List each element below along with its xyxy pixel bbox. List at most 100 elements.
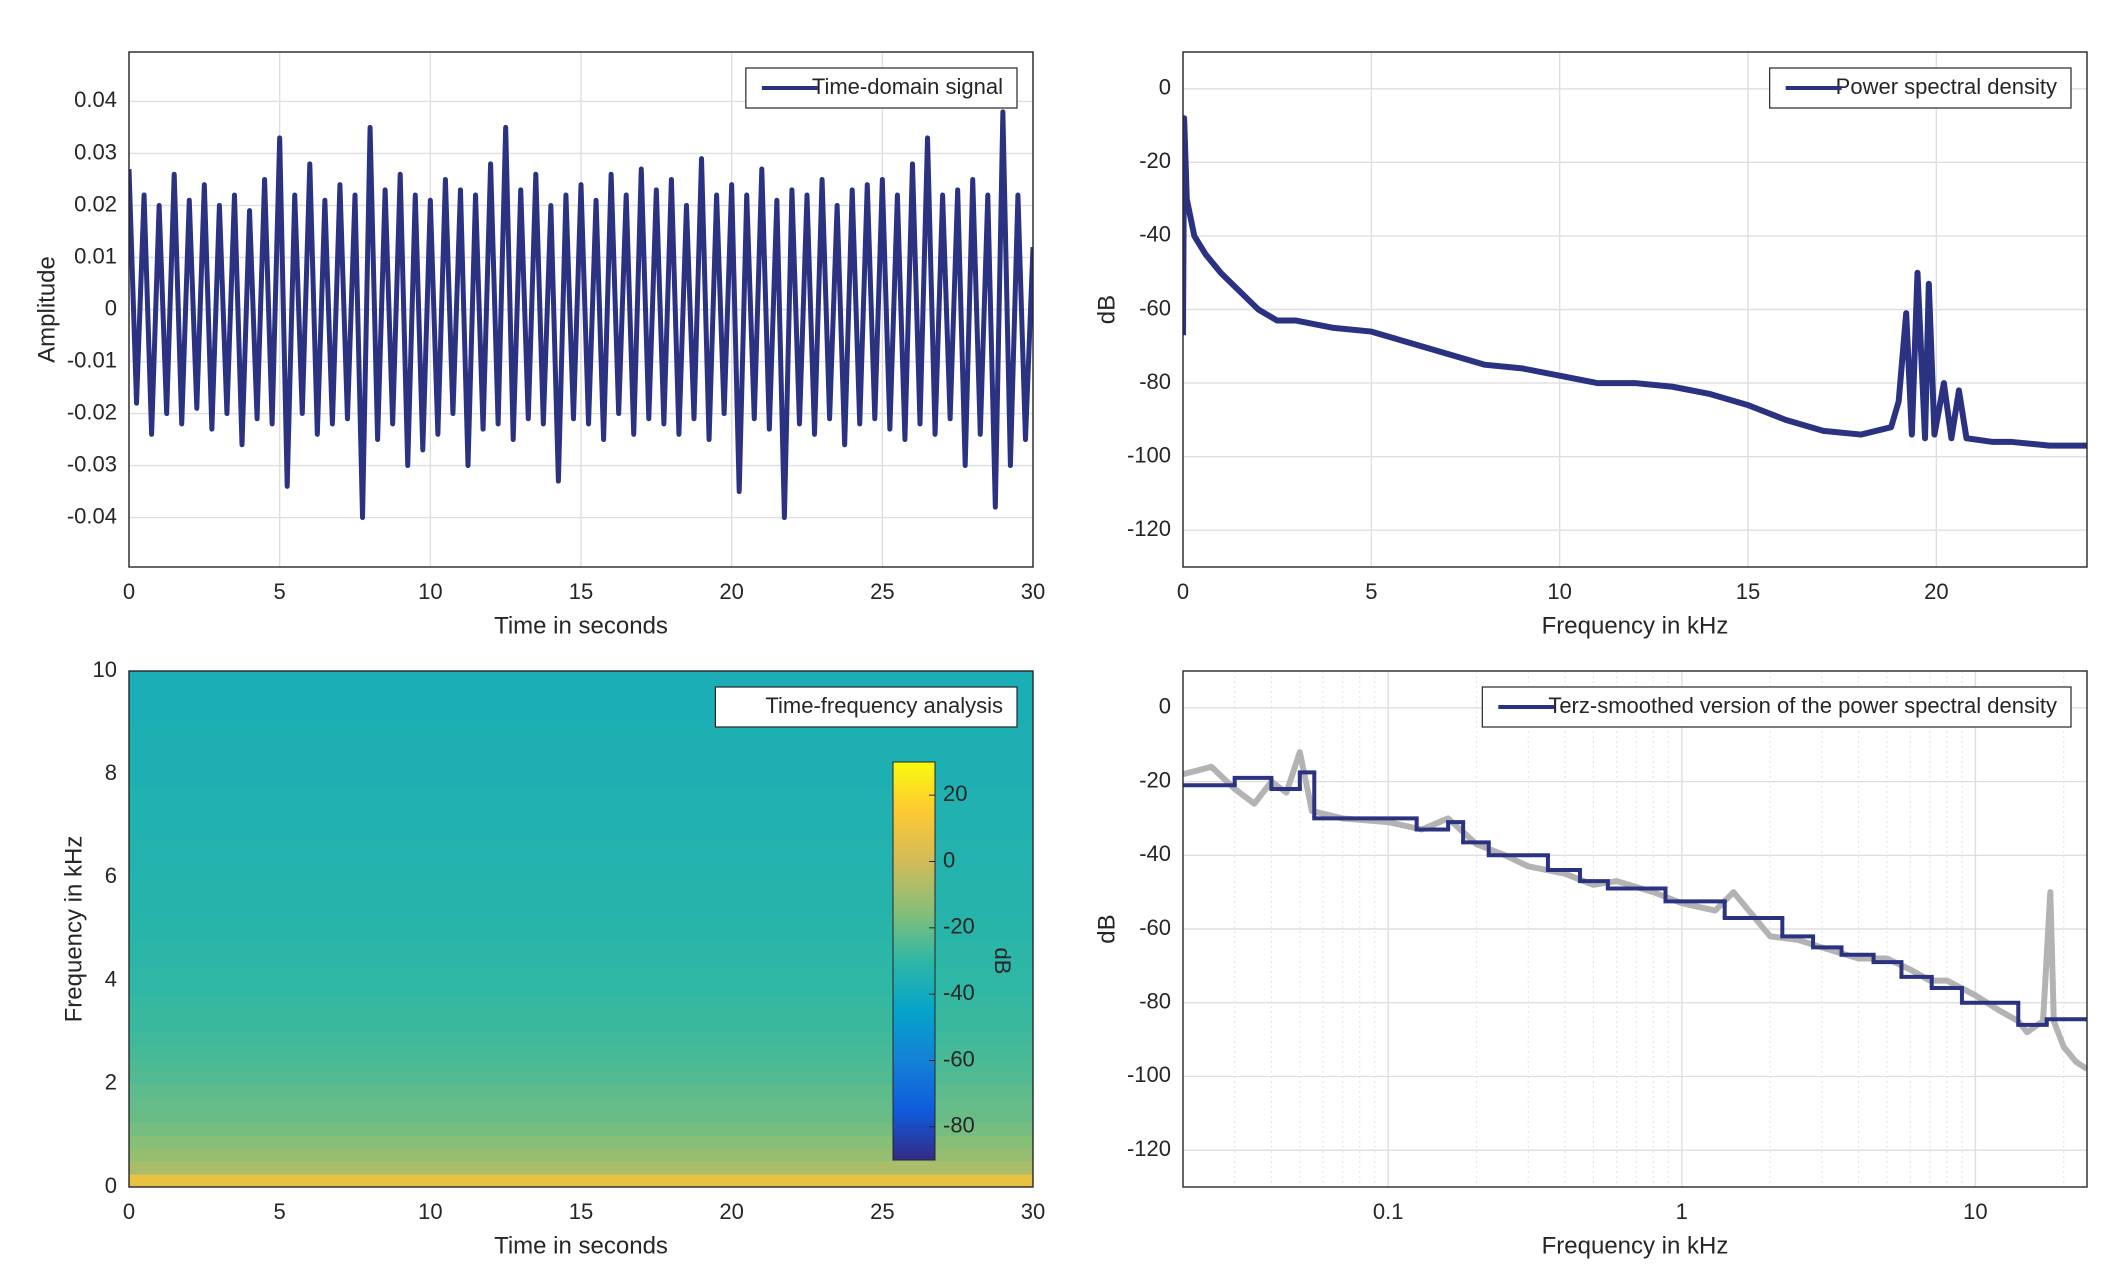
legend: Time-domain signal	[745, 67, 1018, 109]
x-tick-label: 25	[870, 579, 894, 604]
colorbar-tick-label: -80	[943, 1113, 975, 1138]
x-tick-label: 15	[1736, 579, 1760, 604]
heat-cell	[129, 1122, 1033, 1136]
y-tick-label: 0	[1159, 75, 1171, 100]
y-tick-label: -0.02	[67, 399, 117, 424]
x-tick-label: 0.1	[1373, 1199, 1404, 1224]
y-tick-label: 10	[93, 657, 117, 682]
heat-cell	[129, 1032, 1033, 1046]
x-tick-label: 5	[1365, 579, 1377, 604]
x-tick-label: 20	[719, 579, 743, 604]
x-tick-label: 1	[1676, 1199, 1688, 1224]
y-tick-label: -60	[1139, 915, 1171, 940]
y-axis-label: dB	[1093, 914, 1120, 943]
heat-cell	[129, 671, 1033, 685]
y-tick-label: 0	[105, 1173, 117, 1198]
heat-cell	[129, 864, 1033, 878]
heat-cell	[129, 812, 1033, 827]
x-tick-label: 10	[418, 1199, 442, 1224]
plot-content	[1183, 115, 2087, 449]
x-tick-label: 25	[870, 1199, 894, 1224]
legend: Terz-smoothed version of the power spect…	[1481, 686, 2072, 728]
heat-cell	[129, 825, 1033, 840]
y-axis-label: Amplitude	[33, 256, 60, 363]
y-tick-label: 0.02	[74, 191, 117, 216]
heat-cell	[129, 774, 1033, 788]
axes-box	[128, 51, 1034, 568]
heat-cell	[129, 993, 1033, 1007]
x-tick-label: 10	[1963, 1199, 1987, 1224]
legend-label: Time-domain signal	[812, 74, 1003, 99]
x-axis-label: Time in seconds	[494, 1232, 668, 1259]
legend-label: Terz-smoothed version of the power spect…	[1548, 693, 2057, 718]
y-tick-label: -20	[1139, 767, 1171, 792]
line-series	[1183, 115, 2087, 449]
x-tick-label: 5	[274, 579, 286, 604]
subplot: 0 5 10 15 20 25 30 -0.04 -0.03 -0.02 -0.01 0 0.01 0.0…	[33, 51, 1045, 639]
subplot: 0 5 10 15 20 -120 -100 -80 -60 -40 -20 0 Frequency i…	[1093, 51, 2088, 639]
x-tick-label: 15	[569, 579, 593, 604]
y-tick-label: -40	[1139, 222, 1171, 247]
heat-cell	[129, 1148, 1033, 1162]
heat-cell	[129, 1070, 1033, 1085]
heat-cell	[129, 1096, 1033, 1111]
axes-box	[1182, 51, 2088, 568]
legend: Power spectral density	[1769, 67, 2072, 109]
heat-cell	[129, 1045, 1033, 1059]
heat-cell	[129, 890, 1033, 904]
heat-cell	[129, 1058, 1033, 1072]
y-tick-label: -100	[1127, 1062, 1171, 1087]
heat-cell	[129, 761, 1033, 775]
x-tick-label: 30	[1021, 1199, 1045, 1224]
x-tick-label: 0	[123, 1199, 135, 1224]
plot-content	[1183, 749, 2087, 1072]
colorbar	[892, 761, 936, 1161]
colorbar-tick-label: -20	[943, 914, 975, 939]
y-tick-label: -60	[1139, 295, 1171, 320]
y-tick-label: 0.04	[74, 87, 117, 112]
y-axis-label: dB	[1093, 295, 1120, 324]
y-tick-label: 0	[105, 295, 117, 320]
heat-cell	[129, 980, 1033, 994]
x-tick-label: 5	[274, 1199, 286, 1224]
y-tick-label: -80	[1139, 989, 1171, 1014]
y-tick-label: -120	[1127, 1136, 1171, 1161]
x-tick-label: 30	[1021, 579, 1045, 604]
axes-box	[1182, 670, 2088, 1188]
plot-content	[129, 109, 1033, 521]
heat-cell	[129, 1006, 1033, 1020]
y-tick-label: -100	[1127, 442, 1171, 467]
heat-cell	[129, 748, 1033, 762]
plot-content	[129, 671, 1033, 1187]
x-tick-label: 20	[719, 1199, 743, 1224]
subplot: 0 5 10 15 20 25 30 0 2 4 6 8 10 -80 -60 -40 -20 0 20 dB Time…	[60, 657, 1045, 1260]
heat-cell	[129, 787, 1033, 801]
y-axis-label: Frequency in kHz	[60, 836, 87, 1023]
heat-cell	[129, 967, 1033, 982]
heat-cell	[129, 1161, 1033, 1175]
heat-cell	[129, 903, 1033, 917]
colorbar-tick-label: 20	[943, 781, 967, 806]
colorbar-tick-label: -60	[943, 1046, 975, 1071]
colorbar-tick-label: 0	[943, 847, 955, 872]
heat-cell	[129, 1135, 1033, 1149]
heat-cell	[129, 877, 1033, 891]
heat-cell	[129, 1174, 1033, 1187]
legend-label: Time-frequency analysis	[765, 693, 1003, 718]
heat-cell	[129, 851, 1033, 865]
y-tick-label: -20	[1139, 148, 1171, 173]
heat-cell	[129, 954, 1033, 969]
line-series	[129, 109, 1033, 521]
heat-cell	[129, 1109, 1033, 1123]
heat-cell	[129, 929, 1033, 943]
axes-box	[128, 670, 1034, 1188]
y-tick-label: -120	[1127, 516, 1171, 541]
heat-cell	[129, 735, 1033, 749]
y-tick-label: 2	[105, 1070, 117, 1095]
legend-box	[1481, 686, 2072, 728]
x-tick-label: 0	[123, 579, 135, 604]
heat-cell	[129, 838, 1033, 853]
x-tick-label: 15	[569, 1199, 593, 1224]
